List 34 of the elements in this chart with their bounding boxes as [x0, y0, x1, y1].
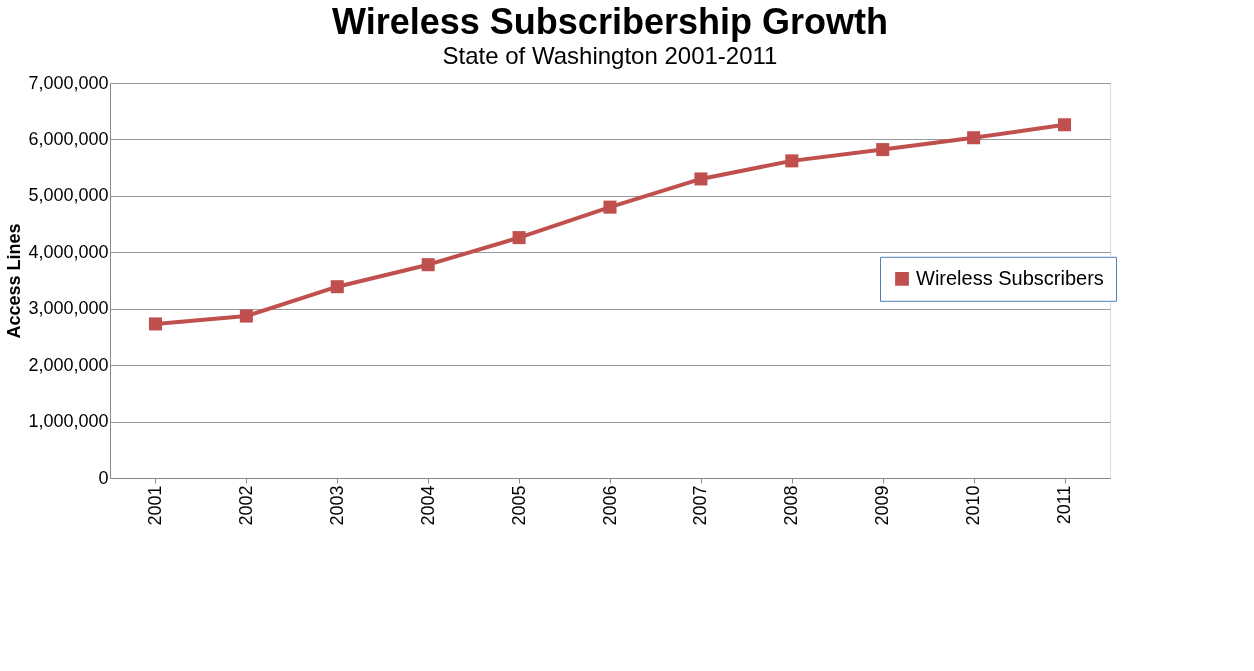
point [694, 172, 708, 186]
x-tick-label: 2007 [690, 485, 711, 526]
point [421, 258, 435, 272]
chart-title: Wireless Subscribership Growth [332, 1, 888, 42]
point [876, 143, 890, 157]
legend-label: Wireless Subscribers [916, 266, 1104, 289]
x-tick-label: 2011 [1054, 485, 1075, 525]
point [512, 231, 526, 245]
y-tick-label: 5,000,000 [28, 185, 109, 206]
y-tick-label: 7,000,000 [28, 72, 109, 93]
point [603, 200, 617, 214]
x-tick-label: 2008 [781, 485, 802, 526]
x-tick-label: 2005 [508, 485, 529, 526]
point [330, 280, 344, 294]
x-tick-label: 2009 [872, 485, 893, 526]
point [785, 154, 799, 168]
x-tick-label: 2010 [963, 485, 984, 526]
x-tick-label: 2001 [144, 485, 165, 526]
point [1058, 118, 1072, 132]
y-tick-label: 3,000,000 [28, 298, 109, 319]
y-tick-label: 1,000,000 [28, 411, 109, 432]
x-tick-label: 2004 [417, 485, 438, 526]
point [148, 317, 162, 331]
y-tick-label: 6,000,000 [28, 128, 109, 149]
x-tick-label: 2003 [326, 485, 347, 526]
y-axis-title: Access Lines [4, 223, 25, 339]
x-tick-label: 2006 [599, 485, 620, 526]
point [239, 309, 253, 323]
y-tick-label: 4,000,000 [28, 241, 109, 262]
point [967, 131, 981, 145]
y-tick-label: 0 [98, 467, 109, 488]
x-tick-label: 2002 [235, 485, 256, 526]
y-tick-label: 2,000,000 [28, 354, 109, 375]
chart-subtitle: State of Washington 2001-2011 [442, 42, 778, 69]
